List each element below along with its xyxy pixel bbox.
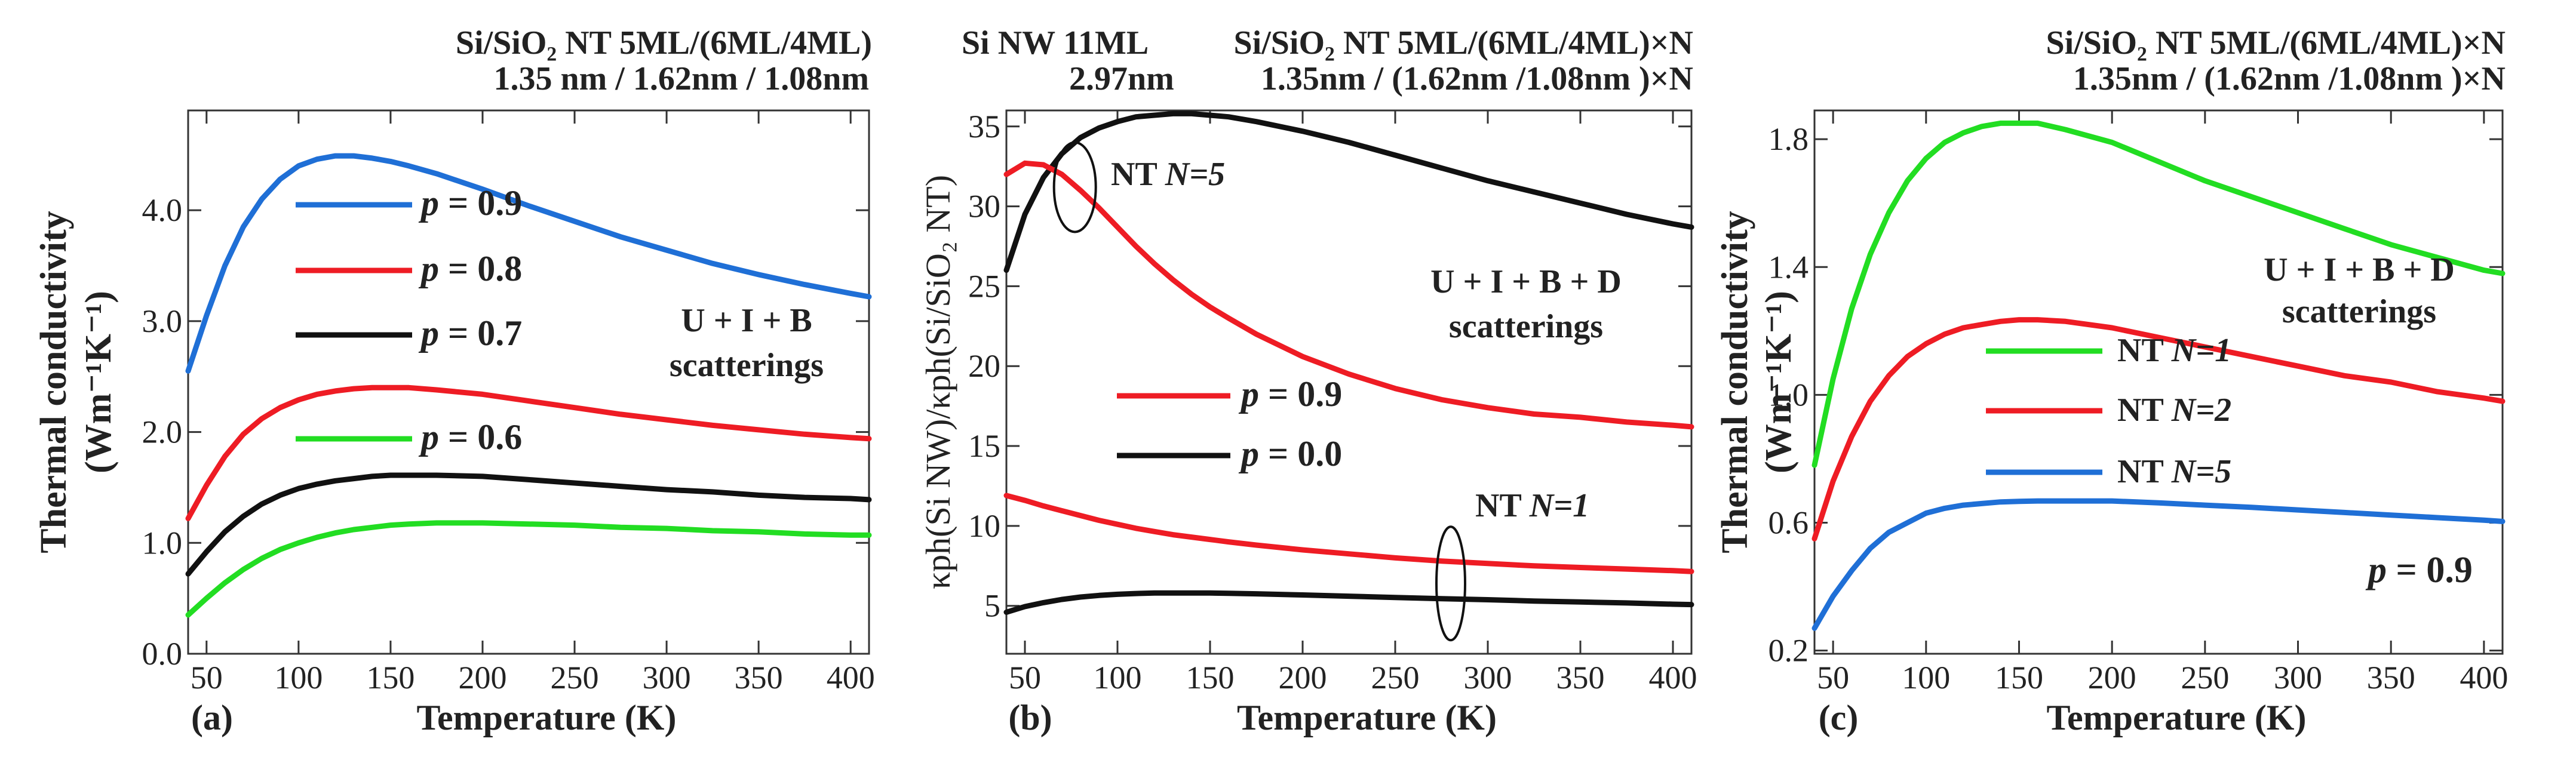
plot-frame <box>1005 109 1693 655</box>
panel-a: 50 100 150 200 250 300 350 400 0.0 1.0 2.0 3.0 4.0 Te… <box>33 24 875 737</box>
panel-b: 50 100 150 200 250 300 350 400 5 10 15 20 25 30 35 Temp… <box>919 24 1697 737</box>
y-tick-label: 10 <box>968 508 1000 544</box>
x-tick-label: 150 <box>1995 660 2043 696</box>
chart-title: Si/SiO₂ NT 5ML/(6ML/4ML)×N <box>1234 24 1693 61</box>
y-tick-label: 0.2 <box>1768 633 1809 669</box>
group-ellipse <box>1052 141 1097 233</box>
y-tick-label: 0.0 <box>142 636 183 672</box>
y-tick-label: 1.0 <box>1768 377 1809 413</box>
panel-c: 50 100 150 200 250 300 350 400 0.2 0.6 1.0 1.4 1.8 Te… <box>1715 24 2508 737</box>
group-label-n5: NT N=5 <box>1111 156 1225 193</box>
annotation: scatterings <box>1449 308 1603 345</box>
subtitle-left: 2.97nm <box>1069 60 1174 97</box>
chart-title: Si/SiO₂ NT 5ML/(6ML/4ML)×N <box>2046 24 2506 61</box>
y-tick-label: 25 <box>968 268 1000 304</box>
x-tick-label: 300 <box>643 660 691 696</box>
panel-label: (b) <box>1008 698 1052 737</box>
legend-label: p = 0.6 <box>418 417 522 457</box>
x-tick-label: 100 <box>274 660 323 696</box>
chart-subtitle: 1.35 nm / 1.62nm / 1.08nm <box>494 60 870 97</box>
y-axis-units: (Wm⁻¹K⁻¹) <box>78 291 119 473</box>
series-line <box>185 384 872 521</box>
condition-note: p = 0.9 <box>2365 550 2473 590</box>
x-tick-label: 150 <box>1186 660 1235 696</box>
annotation: scatterings <box>670 347 824 384</box>
x-tick-label: 250 <box>551 660 599 696</box>
chart-subtitle: 1.35nm / (1.62nm /1.08nm )×N <box>1261 60 1693 97</box>
x-tick-label: 100 <box>1094 660 1142 696</box>
y-tick-label: 30 <box>968 189 1000 224</box>
plot-frame <box>187 109 870 655</box>
series-line <box>1812 120 2506 468</box>
y-tick-label: 0.6 <box>1768 505 1809 541</box>
panel-label: (c) <box>1819 698 1859 737</box>
series-line <box>185 153 872 374</box>
legend-label: NT N=2 <box>2117 392 2231 429</box>
series-line <box>1812 498 2506 631</box>
x-tick-label: 400 <box>1649 660 1697 696</box>
x-tick-label: 50 <box>1817 660 1849 696</box>
legend-label: p = 0.9 <box>418 183 522 223</box>
legend-label: NT N=5 <box>2117 453 2231 490</box>
series-line <box>1003 110 1694 273</box>
annotation: U + I + B + D <box>2264 251 2455 288</box>
legend-label: p = 0.0 <box>1238 434 1342 473</box>
x-tick-label: 200 <box>1279 660 1327 696</box>
y-axis-label: κph(Si NW)/κph(Si/SiO₂ NT) <box>919 175 957 589</box>
group-label-n1: NT N=1 <box>1475 487 1589 524</box>
x-tick-label: 150 <box>366 660 415 696</box>
series-line <box>1003 590 1694 615</box>
plot-frame <box>1813 109 2504 655</box>
title-left: Si NW 11ML <box>962 24 1149 61</box>
legend-label: p = 0.9 <box>1238 374 1342 414</box>
y-tick-label: 35 <box>968 109 1000 144</box>
y-tick-label: 15 <box>968 428 1000 464</box>
x-axis-label: Temperature (K) <box>417 698 677 737</box>
annotation: U + I + B <box>681 302 812 339</box>
annotation: scatterings <box>2282 293 2436 330</box>
y-tick-label: 3.0 <box>142 303 183 339</box>
x-tick-label: 250 <box>1371 660 1420 696</box>
x-tick-label: 200 <box>458 660 506 696</box>
panel-label: (a) <box>191 698 233 737</box>
group-ellipse <box>1435 525 1466 642</box>
x-axis-label: Temperature (K) <box>1237 698 1497 737</box>
x-tick-label: 100 <box>1902 660 1950 696</box>
x-tick-label: 300 <box>2274 660 2322 696</box>
x-tick-label: 300 <box>1464 660 1512 696</box>
x-tick-label: 350 <box>2367 660 2415 696</box>
y-tick-label: 1.8 <box>1768 121 1809 157</box>
x-tick-label: 400 <box>827 660 875 696</box>
y-tick-label: 4.0 <box>142 192 183 228</box>
x-tick-label: 400 <box>2460 660 2508 696</box>
legend-label: p = 0.8 <box>418 249 522 288</box>
x-tick-label: 350 <box>735 660 783 696</box>
x-tick-label: 50 <box>191 660 223 696</box>
x-tick-label: 200 <box>2088 660 2136 696</box>
y-tick-label: 1.0 <box>142 525 183 561</box>
x-tick-label: 250 <box>2181 660 2229 696</box>
series-line <box>1003 493 1694 574</box>
legend-label: NT N=1 <box>2117 332 2231 369</box>
x-tick-label: 50 <box>1009 660 1041 696</box>
y-axis-label: Thermal conductivity <box>33 211 74 553</box>
y-tick-label: 2.0 <box>142 414 183 450</box>
series-line <box>1003 160 1694 430</box>
series-line <box>185 472 872 577</box>
y-axis-units: (Wm⁻¹K⁻¹) <box>1758 291 1799 473</box>
series-line <box>185 520 872 618</box>
y-tick-label: 5 <box>984 588 1000 624</box>
chart-subtitle: 1.35nm / (1.62nm /1.08nm )×N <box>2073 60 2506 97</box>
chart-title: Si/SiO₂ NT 5ML/(6ML/4ML) <box>456 24 872 61</box>
x-axis-label: Temperature (K) <box>2047 698 2307 737</box>
y-tick-label: 1.4 <box>1768 249 1809 285</box>
y-tick-label: 20 <box>968 348 1000 384</box>
legend-label: p = 0.7 <box>418 313 522 353</box>
x-tick-label: 350 <box>1556 660 1605 696</box>
annotation: U + I + B + D <box>1430 263 1622 300</box>
series-line <box>1812 317 2506 542</box>
y-axis-label: Thermal conductivity <box>1715 211 1755 553</box>
